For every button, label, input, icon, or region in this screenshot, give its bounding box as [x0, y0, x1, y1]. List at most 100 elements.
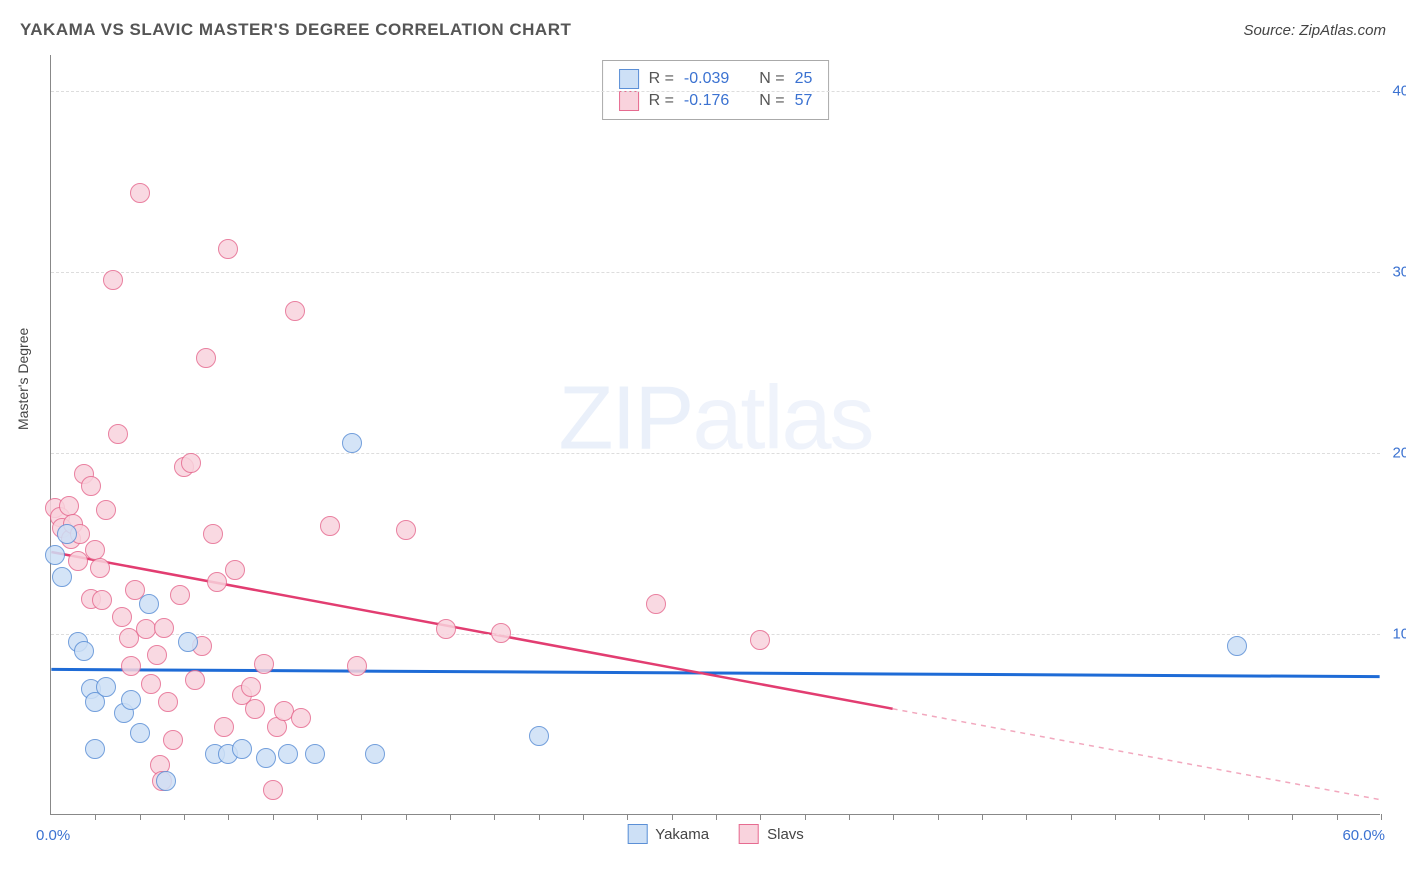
- ytick-label: 20.0%: [1385, 445, 1406, 462]
- data-point: [85, 540, 105, 560]
- data-point: [81, 476, 101, 496]
- stats-legend-box: R = -0.039 N = 25 R = -0.176 N = 57: [602, 60, 830, 120]
- gridline: [51, 272, 1380, 273]
- xtick: [539, 814, 540, 820]
- data-point: [96, 677, 116, 697]
- data-point: [245, 699, 265, 719]
- data-point: [90, 558, 110, 578]
- data-point: [85, 739, 105, 759]
- data-point: [491, 623, 511, 643]
- xtick: [583, 814, 584, 820]
- stats-row-slavs: R = -0.176 N = 57: [619, 91, 813, 111]
- n-value-slavs: 57: [795, 92, 813, 110]
- xtick: [1292, 814, 1293, 820]
- xtick: [273, 814, 274, 820]
- xtick: [938, 814, 939, 820]
- r-value-slavs: -0.176: [684, 92, 729, 110]
- xtick: [1115, 814, 1116, 820]
- data-point: [178, 632, 198, 652]
- data-point: [57, 524, 77, 544]
- data-point: [68, 551, 88, 571]
- data-point: [256, 748, 276, 768]
- legend-label-yakama: Yakama: [655, 826, 709, 843]
- data-point: [263, 780, 283, 800]
- data-point: [59, 496, 79, 516]
- xtick: [849, 814, 850, 820]
- data-point: [750, 630, 770, 650]
- xtick: [406, 814, 407, 820]
- source-label: Source: ZipAtlas.com: [1243, 22, 1386, 39]
- legend-item-yakama: Yakama: [627, 824, 709, 844]
- xaxis-label-min: 0.0%: [36, 827, 70, 844]
- data-point: [121, 690, 141, 710]
- data-point: [347, 656, 367, 676]
- xtick: [317, 814, 318, 820]
- data-point: [305, 744, 325, 764]
- xtick: [1381, 814, 1382, 820]
- xtick: [893, 814, 894, 820]
- data-point: [365, 744, 385, 764]
- data-point: [320, 516, 340, 536]
- xtick: [1248, 814, 1249, 820]
- xtick: [184, 814, 185, 820]
- n-label: N =: [759, 92, 784, 110]
- ytick-label: 30.0%: [1385, 264, 1406, 281]
- data-point: [96, 500, 116, 520]
- n-value-yakama: 25: [795, 70, 813, 88]
- ytick-label: 40.0%: [1385, 83, 1406, 100]
- chart-plot-area: ZIPatlas R = -0.039 N = 25 R = -0.176 N …: [50, 55, 1380, 815]
- data-point: [207, 572, 227, 592]
- xtick: [805, 814, 806, 820]
- bottom-legend: Yakama Slavs: [627, 824, 804, 844]
- xtick: [1159, 814, 1160, 820]
- legend-label-slavs: Slavs: [767, 826, 804, 843]
- gridline: [51, 91, 1380, 92]
- data-point: [241, 677, 261, 697]
- chart-title: YAKAMA VS SLAVIC MASTER'S DEGREE CORRELA…: [20, 20, 571, 40]
- data-point: [291, 708, 311, 728]
- data-point: [52, 567, 72, 587]
- data-point: [130, 183, 150, 203]
- data-point: [103, 270, 123, 290]
- swatch-yakama: [619, 69, 639, 89]
- swatch-slavs: [619, 91, 639, 111]
- data-point: [112, 607, 132, 627]
- stats-row-yakama: R = -0.039 N = 25: [619, 69, 813, 89]
- data-point: [254, 654, 274, 674]
- data-point: [170, 585, 190, 605]
- data-point: [1227, 636, 1247, 656]
- r-label: R =: [649, 70, 674, 88]
- xtick: [1026, 814, 1027, 820]
- data-point: [163, 730, 183, 750]
- yaxis-title: Master's Degree: [15, 328, 31, 430]
- data-point: [92, 590, 112, 610]
- data-point: [181, 453, 201, 473]
- xtick: [1071, 814, 1072, 820]
- xtick: [361, 814, 362, 820]
- data-point: [646, 594, 666, 614]
- data-point: [436, 619, 456, 639]
- xtick: [1204, 814, 1205, 820]
- data-point: [529, 726, 549, 746]
- legend-item-slavs: Slavs: [739, 824, 804, 844]
- data-point: [139, 594, 159, 614]
- gridline: [51, 453, 1380, 454]
- data-point: [121, 656, 141, 676]
- data-point: [108, 424, 128, 444]
- xtick: [982, 814, 983, 820]
- data-point: [285, 301, 305, 321]
- data-point: [225, 560, 245, 580]
- data-point: [396, 520, 416, 540]
- data-point: [203, 524, 223, 544]
- xaxis-label-max: 60.0%: [1342, 827, 1385, 844]
- xtick: [228, 814, 229, 820]
- data-point: [232, 739, 252, 759]
- data-point: [74, 641, 94, 661]
- xtick: [716, 814, 717, 820]
- xtick: [140, 814, 141, 820]
- gridline: [51, 634, 1380, 635]
- xtick: [1337, 814, 1338, 820]
- xtick: [672, 814, 673, 820]
- swatch-yakama: [627, 824, 647, 844]
- xtick: [760, 814, 761, 820]
